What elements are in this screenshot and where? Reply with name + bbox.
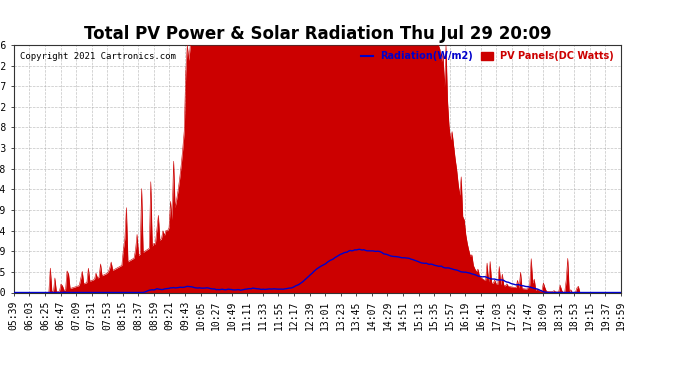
Title: Total PV Power & Solar Radiation Thu Jul 29 20:09: Total PV Power & Solar Radiation Thu Jul… [83, 26, 551, 44]
Legend: Radiation(W/m2), PV Panels(DC Watts): Radiation(W/m2), PV Panels(DC Watts) [357, 48, 618, 65]
Text: Copyright 2021 Cartronics.com: Copyright 2021 Cartronics.com [20, 53, 176, 62]
